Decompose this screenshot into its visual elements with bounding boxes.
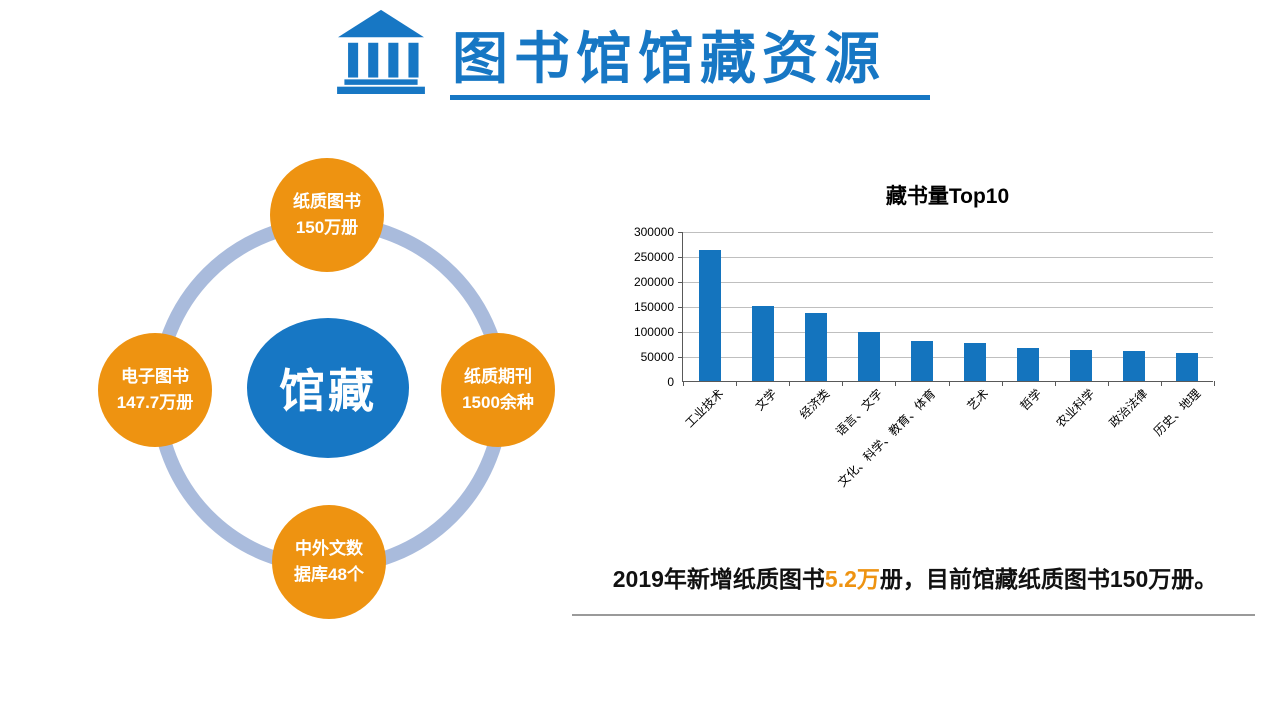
y-axis-tick-mark bbox=[678, 232, 683, 233]
x-axis-tick-mark bbox=[1107, 381, 1109, 386]
y-axis-tick-label: 150000 bbox=[633, 300, 674, 314]
node-label-line2: 1500余种 bbox=[462, 393, 534, 412]
chart-bar bbox=[1176, 352, 1199, 381]
node-label-line2: 据库48个 bbox=[294, 565, 364, 584]
y-axis-tick-label: 300000 bbox=[633, 225, 674, 239]
footer-note-suffix: 册，目前馆藏纸质图书150万册。 bbox=[879, 566, 1218, 592]
footer-note-prefix: 2019年新增纸质图书 bbox=[612, 566, 825, 592]
diagram-node-e-books: 电子图书 147.7万册 bbox=[98, 333, 212, 447]
chart-title: 藏书量Top10 bbox=[885, 185, 1010, 208]
x-axis-tick-mark bbox=[789, 381, 791, 386]
x-axis-tick-mark bbox=[1001, 381, 1003, 386]
y-axis-tick-mark bbox=[678, 282, 683, 283]
chart-plot-area: 0 50000 100000 150000 200000 250000 300000 工业技术… bbox=[634, 225, 1215, 490]
top10-bar-chart: 藏书量Top10 0 50000 100000 150000 200000 250000 3… bbox=[634, 180, 1260, 520]
x-axis-tick-mark bbox=[1160, 381, 1162, 386]
library-building-icon bbox=[337, 9, 425, 94]
node-label-line2: 147.7万册 bbox=[116, 393, 194, 412]
chart-gridline bbox=[683, 257, 1213, 258]
y-axis-tick-mark bbox=[678, 332, 683, 333]
footer-note-highlight: 5.2万 bbox=[824, 566, 880, 592]
chart-bar bbox=[698, 250, 721, 381]
x-axis-tick-mark bbox=[948, 381, 950, 386]
page-title: 图书馆馆藏资源 bbox=[452, 27, 886, 90]
node-label-line1: 纸质期刊 bbox=[464, 366, 532, 386]
y-axis-tick-label: 0 bbox=[667, 375, 674, 389]
x-category-label: 历史、地理 bbox=[1151, 386, 1204, 439]
title-underline bbox=[450, 95, 930, 100]
x-axis-tick-mark bbox=[895, 381, 897, 386]
chart-gridline bbox=[683, 282, 1213, 283]
diagram-node-paper-journals: 纸质期刊 1500余种 bbox=[441, 333, 555, 447]
y-axis-tick-mark bbox=[678, 257, 683, 258]
chart-gridline bbox=[683, 232, 1213, 233]
x-axis-tick-mark bbox=[683, 381, 684, 386]
y-axis-tick-mark bbox=[678, 307, 683, 308]
y-axis-tick-label: 50000 bbox=[640, 350, 674, 364]
node-label-line2: 150万册 bbox=[295, 218, 359, 237]
x-axis-tick-mark bbox=[1214, 381, 1215, 386]
y-axis-tick-mark bbox=[678, 357, 683, 358]
x-axis-tick-mark bbox=[736, 381, 738, 386]
chart-bar bbox=[857, 331, 880, 381]
chart-bar bbox=[1123, 351, 1146, 381]
chart-gridline bbox=[683, 357, 1213, 358]
node-label-line1: 中外文数 bbox=[295, 538, 363, 558]
node-label-line1: 纸质图书 bbox=[293, 191, 361, 211]
chart-gridline bbox=[683, 332, 1213, 333]
chart-bar bbox=[910, 340, 933, 381]
y-axis-tick-label: 200000 bbox=[633, 275, 674, 289]
chart-bar bbox=[1070, 349, 1093, 381]
y-axis-tick-label: 100000 bbox=[633, 325, 674, 339]
diagram-center-ellipse: 馆藏 bbox=[247, 318, 409, 458]
diagram-node-databases: 中外文数 据库48个 bbox=[272, 505, 386, 619]
footer-divider-line bbox=[572, 614, 1255, 616]
chart-bar bbox=[964, 342, 987, 381]
x-axis-tick-mark bbox=[842, 381, 844, 386]
chart-bar bbox=[804, 312, 827, 381]
diagram-node-paper-books: 纸质图书 150万册 bbox=[270, 158, 384, 272]
x-axis-tick-mark bbox=[1054, 381, 1056, 386]
chart-bar bbox=[1017, 347, 1040, 381]
chart-bar bbox=[751, 306, 774, 381]
y-axis-tick-label: 250000 bbox=[633, 250, 674, 264]
node-label-line1: 电子图书 bbox=[121, 366, 189, 386]
chart-gridline bbox=[683, 307, 1213, 308]
footer-note: 2019年新增纸质图书5.2万册，目前馆藏纸质图书150万册。 bbox=[575, 560, 1255, 594]
diagram-center-label: 馆藏 bbox=[279, 365, 377, 417]
collection-diagram: 纸质图书 150万册 电子图书 147.7万册 纸质期刊 1500余种 中外文数… bbox=[0, 140, 620, 640]
